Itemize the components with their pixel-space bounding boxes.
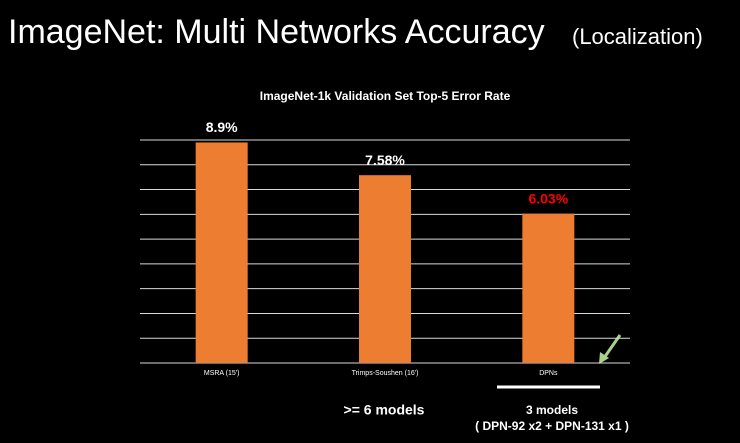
chart-title: ImageNet-1k Validation Set Top-5 Error R… (260, 89, 511, 103)
arrow-head (599, 352, 609, 364)
bar (195, 142, 248, 363)
x-tick-label: Trimps-Soushen (16') (352, 370, 419, 377)
bar (522, 213, 575, 363)
annotation: 3 models (526, 403, 578, 417)
annotation: ( DPN-92 x2 + DPN-131 x1 ) (475, 419, 629, 433)
annotation: >= 6 models (344, 402, 425, 418)
bar (359, 175, 411, 363)
x-tick-label: DPNs (539, 370, 558, 377)
slide-subtitle: (Localization) (572, 24, 703, 49)
slide-title: ImageNet: Multi Networks Accuracy (8, 13, 545, 51)
value-label: 8.9% (206, 119, 238, 135)
value-label: 6.03% (528, 190, 568, 206)
value-label: 7.58% (365, 152, 405, 168)
x-tick-label: MSRA (15') (204, 370, 240, 377)
arrow-shaft (602, 334, 622, 359)
